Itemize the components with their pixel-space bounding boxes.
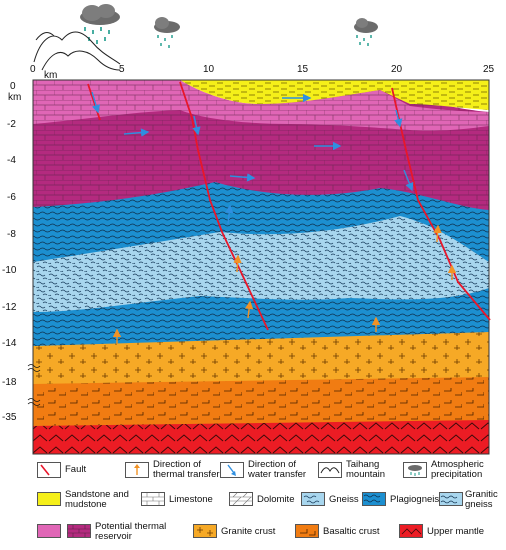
fault-line	[179, 81, 269, 331]
thermal-arrow	[433, 224, 442, 243]
thermal-transfer-arrows	[112, 224, 457, 344]
legend-label-thermal-transfer: Direction of thermal transfer	[153, 459, 220, 480]
swatch-dolomite	[229, 492, 253, 506]
swatch-reservoir-dark	[67, 524, 91, 538]
rain-cloud-icon-large	[80, 4, 120, 44]
swatch-granite-crust	[193, 524, 217, 538]
thermal-arrow	[233, 254, 242, 273]
fault-icon	[37, 462, 61, 478]
x-tick-25: 25	[483, 64, 495, 75]
fault-line	[87, 83, 101, 121]
y-tick-2: -2	[7, 119, 16, 130]
rain-cloud-icon-small	[354, 18, 378, 46]
legend-label-mountain: Taihang mountain	[346, 459, 386, 480]
x-tick-20: 20	[391, 64, 403, 75]
fault-line	[391, 87, 491, 321]
swatch-limestone	[141, 492, 165, 506]
x-tick-5: 5	[119, 64, 125, 75]
axis-break-mark	[27, 364, 41, 372]
y-tick-6: -6	[7, 192, 16, 203]
water-arrow	[225, 204, 234, 225]
swatch-granitic-gneiss	[439, 492, 463, 506]
swatch-plagiogneiss	[362, 492, 386, 506]
legend-label-water-transfer: Direction of water transfer	[248, 459, 307, 480]
x-tick-10: 10	[203, 64, 215, 75]
legend-label-potential-reservoir: Potential thermal reservoir	[95, 521, 167, 542]
water-transfer-icon	[220, 462, 244, 478]
swatch-basaltic-crust	[295, 524, 319, 538]
thermal-transfer-icon	[125, 462, 149, 478]
legend-label-precipitation: Atmospheric precipitation	[431, 459, 484, 480]
legend-label-granitic-gneiss: Granitic gneiss	[465, 489, 498, 510]
x-tick-15: 15	[297, 64, 309, 75]
y-tick-35: -35	[2, 412, 17, 423]
y-tick-0: 0	[10, 81, 16, 92]
y-tick-12: -12	[2, 302, 17, 313]
rain-cloud-icon-medium	[154, 17, 180, 48]
water-arrow	[394, 109, 403, 128]
water-arrow	[229, 173, 256, 182]
y-tick-4: -4	[7, 155, 16, 166]
legend-label-granite-crust: Granite crust	[221, 526, 276, 537]
legend-label-upper-mantle: Upper mantle	[427, 526, 485, 537]
legend-label-plagiogneiss: Plagiogneiss	[390, 494, 444, 505]
water-transfer-arrows	[91, 91, 414, 225]
cross-section-layers	[27, 79, 490, 455]
thermal-arrow	[244, 300, 254, 319]
water-arrow	[403, 169, 414, 192]
taihang-mountain-sketch	[33, 31, 121, 71]
swatch-gneiss	[301, 492, 325, 506]
legend-label-gneiss: Gneiss	[329, 494, 359, 505]
water-arrow	[91, 91, 101, 114]
swatch-upper-mantle	[399, 524, 423, 538]
water-arrow	[123, 128, 150, 137]
legend-label-sandstone: Sandstone and mudstone	[65, 489, 129, 510]
y-tick-14: -14	[2, 338, 17, 349]
legend-label-limestone: Limestone	[169, 494, 213, 505]
y-tick-10: -10	[2, 265, 17, 276]
y-tick-8: -8	[7, 229, 16, 240]
precipitation-icon	[403, 462, 427, 478]
x-axis-unit: km	[44, 70, 58, 81]
water-arrow	[192, 115, 201, 136]
legend: Fault Direction of thermal transfer Dire…	[33, 459, 498, 546]
axis-break-mark	[27, 398, 41, 406]
legend-label-basaltic-crust: Basaltic crust	[323, 526, 380, 537]
swatch-sandstone	[37, 492, 61, 506]
legend-label-dolomite: Dolomite	[257, 494, 295, 505]
y-axis-unit: km	[8, 92, 22, 103]
legend-label-fault: Fault	[65, 464, 87, 475]
y-tick-18: -18	[2, 377, 17, 388]
mountain-icon	[318, 462, 342, 478]
x-tick-0: 0	[30, 64, 36, 75]
swatch-reservoir-light	[37, 524, 61, 538]
fault-lines	[87, 81, 491, 331]
